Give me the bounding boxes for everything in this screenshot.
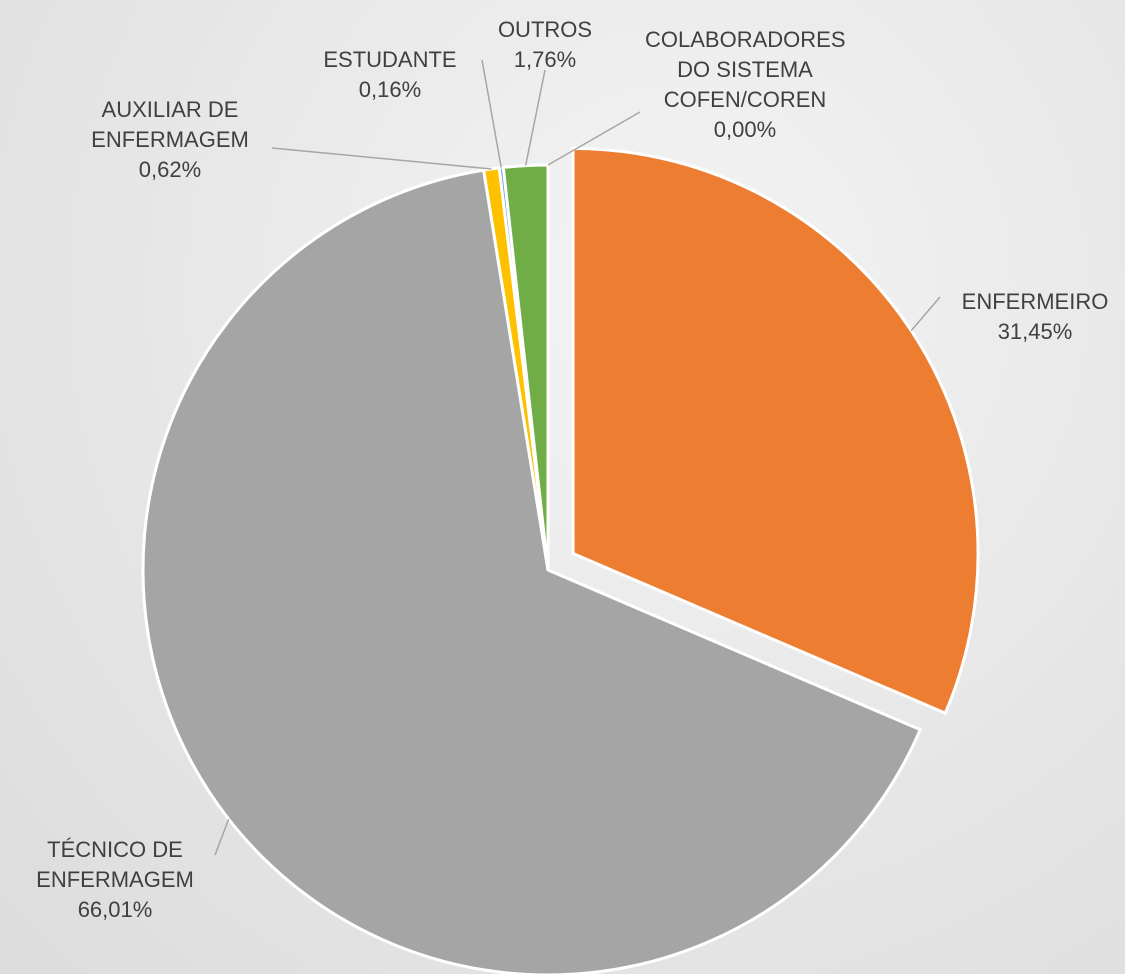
- pie-slice: [141, 168, 923, 974]
- category-label: AUXILIAR DE ENFERMAGEM: [91, 97, 249, 152]
- category-label: ENFERMEIRO: [961, 289, 1109, 314]
- category-label: ESTUDANTE: [323, 47, 457, 72]
- leader-line: [524, 69, 546, 166]
- value-label: 0,00%: [713, 117, 777, 142]
- data-label: ESTUDANTE 0,16%: [290, 45, 490, 105]
- value-label: 66,01%: [77, 897, 153, 922]
- value-label: 1,76%: [513, 47, 577, 72]
- category-label: OUTROS: [497, 17, 593, 42]
- data-label: ENFERMEIRO 31,45%: [935, 287, 1125, 347]
- category-label: COLABORADORES DO SISTEMA COFEN/COREN: [645, 27, 846, 112]
- leader-line: [214, 818, 230, 856]
- leader-line: [547, 111, 641, 166]
- data-label: AUXILIAR DE ENFERMAGEM 0,62%: [60, 95, 280, 185]
- category-label: TÉCNICO DE ENFERMAGEM: [36, 837, 194, 892]
- leader-line: [271, 147, 492, 170]
- value-label: 31,45%: [997, 319, 1073, 344]
- value-label: 0,16%: [358, 77, 422, 102]
- leader-line: [910, 296, 941, 332]
- data-label: TÉCNICO DE ENFERMAGEM 66,01%: [15, 835, 215, 925]
- leader-line: [481, 59, 503, 168]
- data-label: OUTROS 1,76%: [445, 15, 645, 75]
- data-label: COLABORADORES DO SISTEMA COFEN/COREN 0,00…: [645, 25, 846, 145]
- value-label: 0,62%: [138, 157, 202, 182]
- pie-slice: [571, 146, 980, 716]
